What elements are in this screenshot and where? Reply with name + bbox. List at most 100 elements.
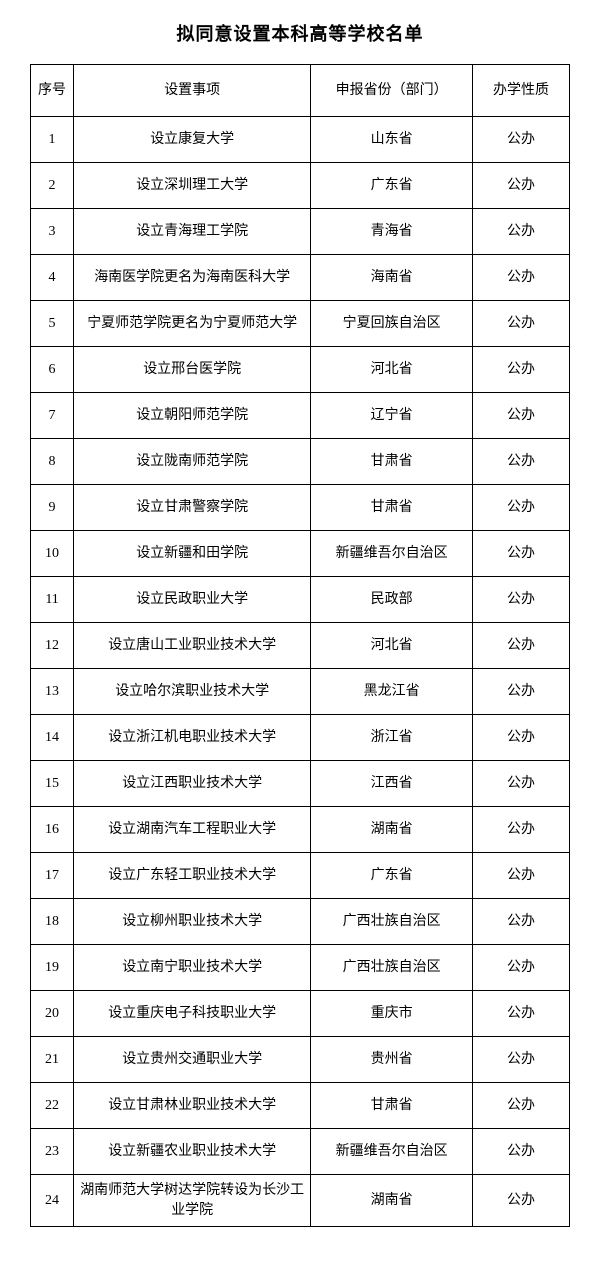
cell-item: 设立柳州职业技术大学 xyxy=(74,899,311,945)
cell-index: 4 xyxy=(31,255,74,301)
table-row: 1设立康复大学山东省公办 xyxy=(31,117,570,163)
table-row: 15设立江西职业技术大学江西省公办 xyxy=(31,761,570,807)
table-row: 18设立柳州职业技术大学广西壮族自治区公办 xyxy=(31,899,570,945)
cell-index: 15 xyxy=(31,761,74,807)
table-row: 2设立深圳理工大学广东省公办 xyxy=(31,163,570,209)
cell-type: 公办 xyxy=(472,715,569,761)
cell-province: 湖南省 xyxy=(311,807,473,853)
table-row: 21设立贵州交通职业大学贵州省公办 xyxy=(31,1037,570,1083)
cell-index: 12 xyxy=(31,623,74,669)
cell-item: 设立新疆和田学院 xyxy=(74,531,311,577)
cell-index: 19 xyxy=(31,945,74,991)
cell-index: 23 xyxy=(31,1129,74,1175)
table-row: 6设立邢台医学院河北省公办 xyxy=(31,347,570,393)
cell-type: 公办 xyxy=(472,117,569,163)
table-row: 16设立湖南汽车工程职业大学湖南省公办 xyxy=(31,807,570,853)
cell-index: 1 xyxy=(31,117,74,163)
cell-province: 江西省 xyxy=(311,761,473,807)
cell-type: 公办 xyxy=(472,807,569,853)
cell-province: 河北省 xyxy=(311,347,473,393)
schools-table: 序号 设置事项 申报省份（部门） 办学性质 1设立康复大学山东省公办2设立深圳理… xyxy=(30,64,570,1227)
page-title: 拟同意设置本科高等学校名单 xyxy=(30,20,570,46)
cell-item: 设立甘肃林业职业技术大学 xyxy=(74,1083,311,1129)
table-header-row: 序号 设置事项 申报省份（部门） 办学性质 xyxy=(31,65,570,117)
cell-index: 14 xyxy=(31,715,74,761)
cell-index: 7 xyxy=(31,393,74,439)
cell-item: 设立青海理工学院 xyxy=(74,209,311,255)
cell-province: 甘肃省 xyxy=(311,439,473,485)
cell-item: 设立朝阳师范学院 xyxy=(74,393,311,439)
table-row: 19设立南宁职业技术大学广西壮族自治区公办 xyxy=(31,945,570,991)
cell-item: 设立贵州交通职业大学 xyxy=(74,1037,311,1083)
table-row: 17设立广东轻工职业技术大学广东省公办 xyxy=(31,853,570,899)
cell-province: 民政部 xyxy=(311,577,473,623)
cell-item: 宁夏师范学院更名为宁夏师范大学 xyxy=(74,301,311,347)
table-row: 23设立新疆农业职业技术大学新疆维吾尔自治区公办 xyxy=(31,1129,570,1175)
cell-type: 公办 xyxy=(472,347,569,393)
cell-province: 广西壮族自治区 xyxy=(311,899,473,945)
cell-province: 重庆市 xyxy=(311,991,473,1037)
cell-index: 6 xyxy=(31,347,74,393)
cell-province: 甘肃省 xyxy=(311,485,473,531)
cell-type: 公办 xyxy=(472,1175,569,1227)
cell-type: 公办 xyxy=(472,393,569,439)
cell-province: 河北省 xyxy=(311,623,473,669)
table-row: 5宁夏师范学院更名为宁夏师范大学宁夏回族自治区公办 xyxy=(31,301,570,347)
cell-index: 10 xyxy=(31,531,74,577)
cell-type: 公办 xyxy=(472,1037,569,1083)
cell-type: 公办 xyxy=(472,255,569,301)
table-row: 20设立重庆电子科技职业大学重庆市公办 xyxy=(31,991,570,1037)
col-header-item: 设置事项 xyxy=(74,65,311,117)
cell-item: 设立南宁职业技术大学 xyxy=(74,945,311,991)
cell-type: 公办 xyxy=(472,163,569,209)
cell-province: 浙江省 xyxy=(311,715,473,761)
col-header-type: 办学性质 xyxy=(472,65,569,117)
cell-item: 设立民政职业大学 xyxy=(74,577,311,623)
cell-item: 设立甘肃警察学院 xyxy=(74,485,311,531)
cell-index: 22 xyxy=(31,1083,74,1129)
cell-province: 黑龙江省 xyxy=(311,669,473,715)
cell-index: 16 xyxy=(31,807,74,853)
cell-index: 21 xyxy=(31,1037,74,1083)
cell-province: 山东省 xyxy=(311,117,473,163)
cell-province: 甘肃省 xyxy=(311,1083,473,1129)
table-row: 8设立陇南师范学院甘肃省公办 xyxy=(31,439,570,485)
cell-type: 公办 xyxy=(472,439,569,485)
cell-item: 设立深圳理工大学 xyxy=(74,163,311,209)
cell-index: 17 xyxy=(31,853,74,899)
cell-index: 3 xyxy=(31,209,74,255)
cell-type: 公办 xyxy=(472,991,569,1037)
cell-item: 设立广东轻工职业技术大学 xyxy=(74,853,311,899)
cell-index: 20 xyxy=(31,991,74,1037)
table-row: 10设立新疆和田学院新疆维吾尔自治区公办 xyxy=(31,531,570,577)
cell-province: 海南省 xyxy=(311,255,473,301)
cell-item: 设立陇南师范学院 xyxy=(74,439,311,485)
cell-item: 设立浙江机电职业技术大学 xyxy=(74,715,311,761)
cell-type: 公办 xyxy=(472,485,569,531)
table-row: 3设立青海理工学院青海省公办 xyxy=(31,209,570,255)
cell-province: 青海省 xyxy=(311,209,473,255)
table-row: 11设立民政职业大学民政部公办 xyxy=(31,577,570,623)
table-row: 12设立唐山工业职业技术大学河北省公办 xyxy=(31,623,570,669)
cell-index: 5 xyxy=(31,301,74,347)
cell-item: 设立江西职业技术大学 xyxy=(74,761,311,807)
cell-item: 湖南师范大学树达学院转设为长沙工业学院 xyxy=(74,1175,311,1227)
table-row: 22设立甘肃林业职业技术大学甘肃省公办 xyxy=(31,1083,570,1129)
cell-type: 公办 xyxy=(472,669,569,715)
cell-type: 公办 xyxy=(472,301,569,347)
cell-province: 辽宁省 xyxy=(311,393,473,439)
cell-type: 公办 xyxy=(472,209,569,255)
table-row: 14设立浙江机电职业技术大学浙江省公办 xyxy=(31,715,570,761)
cell-index: 2 xyxy=(31,163,74,209)
table-row: 4海南医学院更名为海南医科大学海南省公办 xyxy=(31,255,570,301)
table-row: 7设立朝阳师范学院辽宁省公办 xyxy=(31,393,570,439)
cell-index: 13 xyxy=(31,669,74,715)
cell-item: 设立康复大学 xyxy=(74,117,311,163)
cell-province: 广东省 xyxy=(311,853,473,899)
cell-type: 公办 xyxy=(472,577,569,623)
cell-type: 公办 xyxy=(472,531,569,577)
cell-province: 广东省 xyxy=(311,163,473,209)
cell-type: 公办 xyxy=(472,1083,569,1129)
cell-type: 公办 xyxy=(472,623,569,669)
cell-item: 设立湖南汽车工程职业大学 xyxy=(74,807,311,853)
